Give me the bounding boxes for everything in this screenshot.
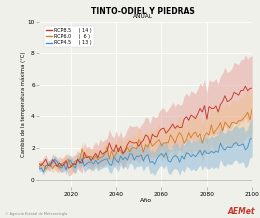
X-axis label: Año: Año: [140, 198, 152, 203]
Text: AEMet: AEMet: [227, 207, 255, 216]
Text: ANUAL: ANUAL: [133, 14, 153, 19]
Text: © Agencia Estatal de Meteorología: © Agencia Estatal de Meteorología: [5, 212, 67, 216]
Legend: RCP8.5     ( 14 ), RCP6.0     (  6 ), RCP4.5     ( 13 ): RCP8.5 ( 14 ), RCP6.0 ( 6 ), RCP4.5 ( 13…: [44, 26, 94, 47]
Text: TINTO-ODIEL Y PIEDRAS: TINTO-ODIEL Y PIEDRAS: [91, 7, 195, 15]
Y-axis label: Cambio de la temperatura máxima (°C): Cambio de la temperatura máxima (°C): [21, 52, 26, 157]
